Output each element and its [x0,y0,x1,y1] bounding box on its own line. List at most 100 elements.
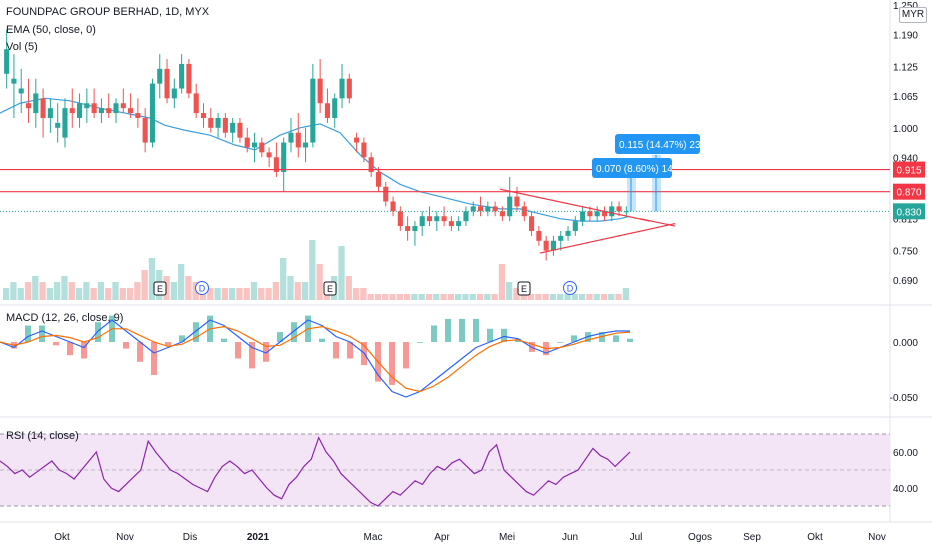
candle-body [565,230,571,236]
price-tick-label: 0.750 [893,247,918,258]
volume-bar [83,282,90,300]
candle-body [419,216,425,227]
volume-bar [265,288,272,300]
volume-bar [229,288,236,300]
candle-body [601,211,608,217]
candle-body [536,230,542,241]
volume-bar [250,282,258,300]
candle-body [572,221,578,231]
candle-body [106,108,112,114]
volume-bar [126,288,134,300]
time-tick-label: Ogos [688,532,712,543]
time-tick-label: Okt [54,532,70,543]
candle-body [616,206,622,212]
candle-body [259,142,265,153]
vol-legend: Vol (5) [6,41,38,53]
candle-body [171,88,177,99]
candle-body [558,235,564,241]
macd-histogram-bar [487,328,493,342]
volume-bar [170,282,177,300]
event-marker-label: E [157,284,163,294]
volume-bar [280,258,287,300]
candle-body [135,113,141,118]
candle-body [98,108,104,114]
macd-histogram-bar [431,325,437,342]
candle-body [492,206,498,212]
candle-body [179,63,185,89]
candle-body [266,152,272,158]
candle-body [521,206,527,217]
candle-body [390,201,396,212]
candle-body [193,93,199,114]
rsi-tick-label: 40.00 [893,484,918,495]
volume-bar [134,282,141,300]
level-price-tag [893,161,925,178]
volume-bar [352,288,360,300]
volume-bar [112,282,119,300]
price-tick-label: 1.000 [893,124,918,135]
volume-bar [185,276,192,300]
candle-body [55,122,61,128]
volume-bar [360,288,367,300]
candle-body [543,240,549,251]
ema-legend: EMA (50, close, 0) [6,24,96,36]
volume-bar [433,294,440,300]
candle-body [405,226,411,231]
volume-bar [527,294,535,300]
time-tick-label: Dis [183,532,197,543]
dividend-event-marker [195,281,209,295]
candle-body [142,117,148,143]
candle-body [368,157,374,173]
volume-bar [542,294,549,300]
volume-bar [301,282,309,300]
volume-bar [491,294,498,300]
candle-body [25,103,32,109]
candle-body [477,206,484,212]
dividend-event-marker [563,281,577,295]
candle-body [69,108,75,114]
macd-histogram-bar [81,342,87,359]
volume-bar [593,294,600,300]
volume-bar [10,282,17,300]
volume-bar [608,294,615,300]
volume-bar [3,288,10,300]
volume-bar [411,294,418,300]
macd-histogram-bar [235,342,241,359]
candle-body [456,221,462,227]
candle-body [40,98,46,118]
candle-body [244,137,250,148]
macd-histogram-bar [179,335,185,342]
volume-bar [338,246,345,300]
volume-bar [389,294,396,300]
volume-bar [425,294,433,300]
volume-bar [476,294,484,300]
candle-body [200,113,207,118]
price-tick-label: 1.190 [893,30,918,41]
volume-bar [484,294,491,300]
volume-bar [367,294,374,300]
candle-body [208,117,214,128]
earnings-event-marker [153,281,167,296]
volume-bar [54,282,61,300]
signal-line [0,325,631,393]
currency-label[interactable]: MYR [899,7,927,23]
candle-body [113,103,119,114]
volume-bar [177,264,185,300]
macd-histogram-bar [25,325,31,342]
candle-body [317,78,323,104]
time-tick-label: Apr [434,532,450,543]
candle-body [230,122,236,133]
earnings-event-marker [517,281,531,296]
candle-body [426,216,433,222]
volume-bar [498,264,506,300]
volume-bar [46,288,54,300]
candle-body [149,83,156,143]
time-tick-label: Jul [630,532,643,543]
time-tick-label: Okt [807,532,823,543]
volume-bar [39,282,46,300]
candle-body [441,216,447,222]
volume-bar [549,294,557,300]
candle-body [47,108,53,118]
macd-histogram-bar [613,335,619,342]
